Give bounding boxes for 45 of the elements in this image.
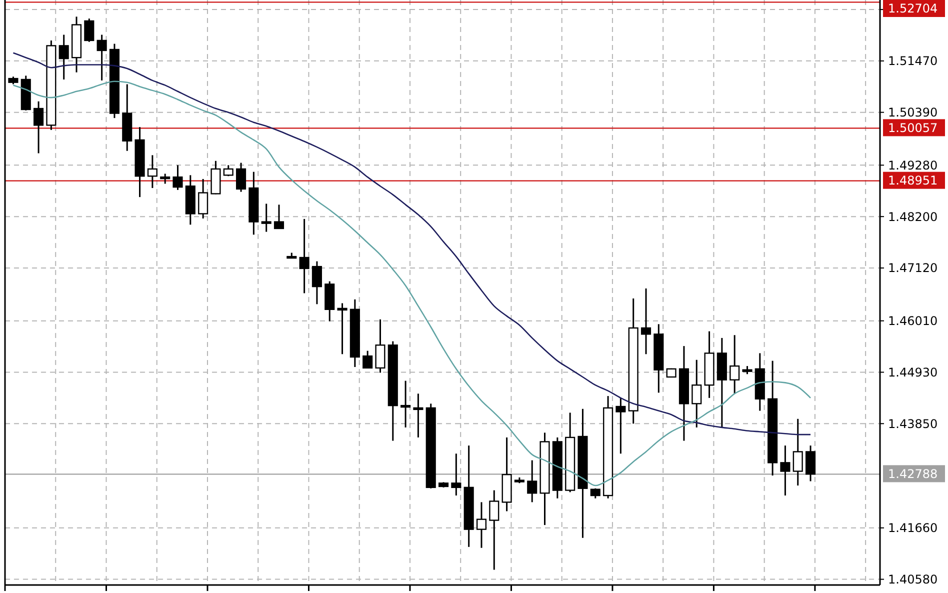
candlestick <box>476 501 487 549</box>
candlestick <box>274 204 284 230</box>
candlestick <box>147 154 158 189</box>
candlestick <box>375 318 386 374</box>
candlestick <box>34 100 44 154</box>
candlestick <box>96 34 107 82</box>
candlestick <box>160 172 170 184</box>
y-tick-label: 1.46010 <box>888 314 938 328</box>
y-tick-label: 1.47120 <box>888 261 938 276</box>
candlestick <box>299 218 310 294</box>
line-series <box>12 52 812 436</box>
candlestick <box>640 288 652 355</box>
candlestick <box>400 380 411 428</box>
candlestick <box>489 490 500 571</box>
y-tick-label: 1.48200 <box>888 210 938 224</box>
candlestick <box>413 392 424 438</box>
y-tick-label: 1.50390 <box>888 106 938 120</box>
candlestick <box>58 34 69 80</box>
line-series <box>12 80 812 486</box>
candlestick <box>362 350 373 370</box>
candlestick <box>780 444 790 496</box>
candlestick <box>261 202 272 233</box>
candlestick <box>527 460 538 503</box>
candlestick <box>236 162 246 193</box>
candlestick <box>792 418 803 486</box>
y-tick-label: 1.43850 <box>888 416 938 431</box>
y-tick-label: 1.49280 <box>888 158 938 172</box>
candlestick <box>451 452 462 496</box>
y-tick-label: 1.44930 <box>888 365 938 380</box>
candlestick <box>84 18 94 43</box>
y-tick-label: 1.41660 <box>888 521 938 536</box>
ref-line-label: 1.48951 <box>888 174 938 188</box>
candlestick <box>730 334 740 394</box>
candlestick <box>805 444 816 482</box>
ref-line-label: 1.42788 <box>888 466 938 481</box>
y-tick-label: 1.40580 <box>888 572 938 586</box>
candlestick <box>198 178 208 220</box>
y-tick-label: 1.51470 <box>888 54 938 68</box>
candlestick <box>172 164 183 191</box>
candlestick <box>312 260 322 305</box>
candlestick <box>692 359 702 428</box>
ref-line-label: 1.52704 <box>888 2 938 16</box>
ref-line-label: 1.50057 <box>888 120 938 135</box>
candlestick <box>337 302 348 355</box>
candlestick <box>616 397 626 454</box>
